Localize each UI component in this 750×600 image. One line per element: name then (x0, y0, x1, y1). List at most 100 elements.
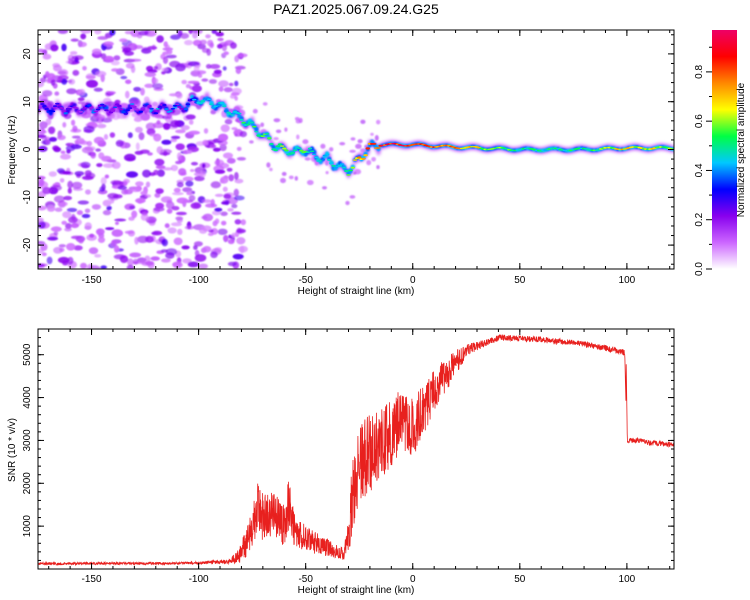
noise-blob (155, 202, 165, 209)
ridge-cell (352, 159, 358, 161)
noise-blob (88, 247, 99, 255)
noise-blob (71, 55, 84, 61)
noise-blob (357, 139, 363, 144)
noise-blob (57, 134, 66, 141)
noise-blob (100, 177, 107, 185)
noise-blob (288, 175, 294, 180)
ridge-cell (102, 105, 107, 107)
noise-blob (188, 194, 196, 202)
noise-blob (230, 42, 237, 49)
ridge-cell (63, 112, 68, 115)
noise-blob (231, 127, 238, 131)
noise-blob (177, 30, 183, 37)
noise-blob (90, 151, 96, 159)
noise-blob (42, 53, 52, 60)
noise-blob (156, 35, 164, 43)
noise-blob (144, 83, 154, 89)
noise-blob (222, 186, 228, 192)
noise-blob (113, 254, 126, 260)
noise-blob (275, 129, 282, 134)
noise-blob (227, 208, 234, 212)
noise-blob (64, 227, 72, 232)
noise-blob (349, 149, 356, 153)
noise-blob (176, 217, 183, 223)
ridge-cell (181, 110, 186, 112)
ridge-cell (50, 110, 56, 113)
noise-blob (178, 168, 187, 176)
noise-blob (227, 238, 235, 245)
ridge-cell (95, 108, 101, 111)
noise-blob (235, 66, 242, 75)
noise-blob (86, 79, 98, 88)
noise-blob (38, 221, 46, 229)
noise-blob (370, 132, 374, 136)
noise-blob (77, 101, 84, 105)
noise-blob (62, 171, 72, 175)
x-tick-label: -50 (298, 275, 313, 286)
noise-blob (50, 44, 59, 52)
noise-blob (85, 75, 96, 79)
noise-blob (70, 144, 82, 150)
noise-blob (152, 78, 159, 84)
noise-blob (60, 150, 66, 154)
noise-blob (217, 37, 224, 42)
noise-blob (160, 249, 168, 253)
noise-blob (217, 43, 223, 49)
noise-blob (222, 66, 227, 71)
noise-blob (86, 263, 94, 269)
noise-blob (152, 122, 165, 129)
noise-blob (205, 34, 211, 39)
noise-blob (59, 178, 65, 183)
snr-panel: -150 -100 -50 0 50 100 1000 2000 3000 4000 5000 He… (7, 328, 675, 596)
noise-blob (50, 226, 62, 232)
noise-blob (82, 66, 87, 71)
noise-blob (133, 86, 142, 92)
noise-blob (203, 141, 209, 145)
noise-blob (152, 83, 164, 90)
noise-blob (38, 178, 45, 187)
noise-blob (366, 159, 372, 166)
noise-blob (61, 220, 67, 225)
noise-blob (72, 69, 80, 76)
noise-blob (54, 91, 60, 96)
noise-blob (38, 134, 47, 138)
noise-blob (193, 64, 200, 73)
noise-blob (111, 68, 120, 72)
noise-blob (194, 175, 205, 182)
x-tick-label: -150 (82, 574, 102, 585)
colorbar-tick-label: 0.2 (694, 212, 705, 226)
ridge-cell (80, 108, 86, 111)
noise-blob (39, 77, 47, 83)
noise-blob (135, 142, 140, 151)
noise-blob (147, 262, 155, 269)
ridge-cell (38, 107, 43, 109)
noise-blob (134, 150, 144, 155)
noise-blob (190, 202, 202, 209)
ridge-cell (357, 156, 362, 159)
noise-blob (360, 119, 366, 125)
noise-blob (352, 171, 357, 175)
noise-blob (201, 163, 206, 169)
ridge-cell (44, 107, 49, 111)
noise-blob (50, 184, 62, 191)
noise-blob (187, 80, 200, 84)
noise-blob (210, 144, 217, 149)
noise-blob (206, 48, 211, 56)
noise-blob (212, 147, 221, 152)
ridge-cell (260, 135, 265, 137)
ridge-cell (87, 104, 92, 107)
ridge-cell (179, 107, 184, 110)
ridge-cell (132, 105, 137, 108)
noise-blob (175, 160, 183, 165)
noise-blob (230, 92, 240, 96)
x-tick-label: 100 (619, 574, 636, 585)
noise-blob (170, 34, 181, 40)
noise-blob (186, 191, 193, 196)
noise-blob (193, 245, 198, 250)
noise-blob (175, 143, 185, 151)
noise-blob (165, 252, 175, 259)
noise-blob (223, 51, 229, 56)
noise-blob (223, 234, 229, 242)
noise-blob (273, 137, 279, 141)
